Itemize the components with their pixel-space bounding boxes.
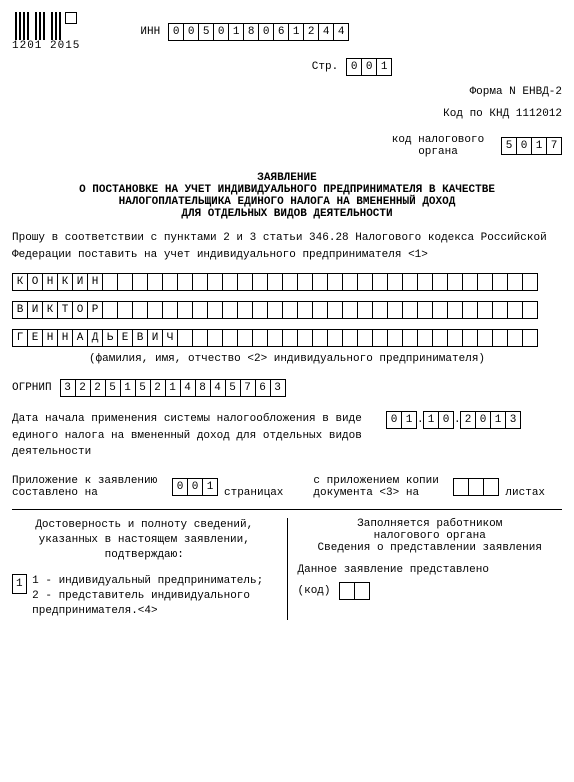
copy-label-1: с приложением копии	[313, 475, 453, 487]
applicant-type-value[interactable]: 1	[12, 574, 27, 594]
name-field: ВИКТОР	[12, 301, 562, 319]
title-4: ДЛЯ ОТДЕЛЬНЫХ ВИДОВ ДЕЯТЕЛЬНОСТИ	[12, 208, 562, 220]
code-label: (код)	[298, 585, 331, 597]
appendix-pages: страницах	[224, 487, 283, 499]
tax-code-label: код налогового органа	[383, 134, 493, 158]
surname-field: КОНКИН	[12, 273, 562, 291]
left-title: Достоверность и полноту сведений, указан…	[12, 518, 277, 564]
request-text: Прошу в соответствии с пунктами 2 и 3 ст…	[12, 230, 562, 263]
date-field: 01 . 10 . 2013	[386, 411, 521, 429]
barcode-block: 1201 2015	[12, 12, 80, 52]
copy-label-2: документа <3> на	[313, 487, 453, 499]
inn-field: 005018061244	[168, 23, 349, 41]
ogrnip-label: ОГРНИП	[12, 382, 52, 394]
right-title-1: Заполняется работником	[298, 518, 563, 530]
patronymic-field: ГЕННАДЬЕВИЧ	[12, 329, 562, 347]
right-title-3: Сведения о представлении заявления	[298, 542, 563, 554]
page-field: 001	[346, 58, 392, 76]
right-sub: Данное заявление представлено	[298, 564, 563, 576]
ogrnip-field: 322515214845763	[60, 379, 286, 397]
code-field	[339, 582, 370, 600]
fio-hint: (фамилия, имя, отчество <2> индивидуальн…	[12, 353, 562, 365]
tax-code-field: 5017	[501, 137, 562, 155]
option-2: 2 - представитель индивидуального предпр…	[32, 589, 276, 620]
appendix-label-1: Приложение к заявлению	[12, 475, 172, 487]
option-1: 1 - индивидуальный предприниматель;	[32, 574, 276, 589]
right-title-2: налогового органа	[298, 530, 563, 542]
title-3: НАЛОГОПЛАТЕЛЬЩИКА ЕДИНОГО НАЛОГА НА ВМЕН…	[12, 196, 562, 208]
title-1: ЗАЯВЛЕНИЕ	[12, 172, 562, 184]
inn-label: ИНН	[140, 26, 160, 38]
page-label: Стр.	[312, 61, 338, 73]
appendix-label-2: составлено на	[12, 487, 172, 499]
form-code: Форма N ЕНВД-2	[12, 86, 562, 98]
barcode-label: 1201 2015	[12, 40, 80, 52]
copy-pages: листах	[505, 487, 545, 499]
title-2: О ПОСТАНОВКЕ НА УЧЕТ ИНДИВИДУАЛЬНОГО ПРЕ…	[12, 184, 562, 196]
copy-field	[453, 478, 499, 496]
appendix-field: 001	[172, 478, 218, 496]
knd-code: Код по КНД 1112012	[12, 108, 562, 120]
date-label: Дата начала применения системы налогообл…	[12, 411, 372, 461]
